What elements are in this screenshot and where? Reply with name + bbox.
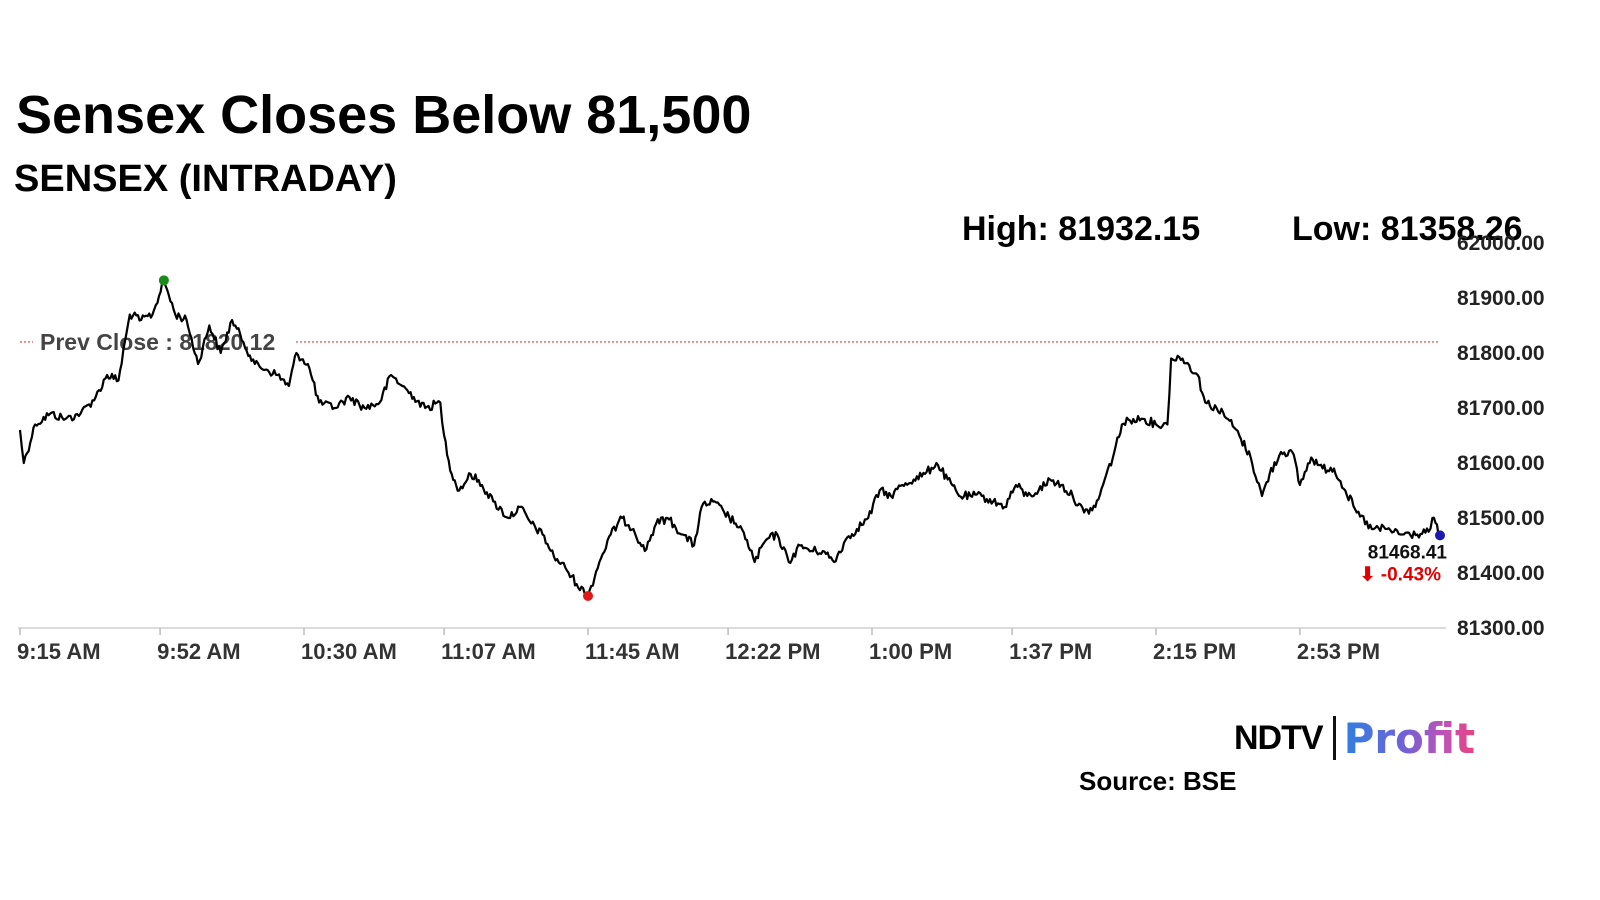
x-tick-label: 12:22 PM [725, 639, 820, 664]
y-tick-label: 81500.00 [1457, 507, 1545, 530]
axis-layer: 62000.00 81900.00 81800.00 81700.00 81600.00… [17, 232, 1545, 664]
last-price-marker [1435, 530, 1445, 541]
x-tick-label: 10:30 AM [301, 639, 397, 664]
ndtv-wordmark: NDTV [1234, 718, 1324, 757]
day-high-stat: High: 81932.15 [962, 210, 1201, 248]
day-low-stat: Low: 81358.26 [1292, 210, 1523, 248]
sensex-price-line [18, 279, 1441, 599]
last-price-label: 81468.41 [1368, 542, 1448, 563]
x-tick-label: 11:07 AM [441, 639, 536, 664]
y-tick-label: 62000.00 [1457, 232, 1545, 255]
ndtv-profit-logo: NDTV Profit [1234, 712, 1475, 764]
y-tick-label: 81600.00 [1457, 452, 1545, 475]
x-tick-label: 1:00 PM [869, 639, 952, 664]
price-line-layer [18, 279, 1441, 599]
profit-wordmark: Profit [1343, 713, 1476, 763]
x-tick-label: 9:15 AM [17, 639, 101, 664]
high-marker [158, 275, 169, 286]
prev-close-label-bg [33, 325, 295, 358]
x-tick-label: 11:45 AM [585, 639, 680, 664]
label-layer: 81468.41⬇ -0.43% [1360, 542, 1448, 585]
y-tick-label: 81900.00 [1457, 287, 1545, 310]
marker-layer [158, 275, 1445, 601]
y-tick-label: 81700.00 [1457, 397, 1545, 420]
x-tick-label: 9:52 AM [157, 639, 241, 664]
change-label: ⬇ -0.43% [1360, 564, 1442, 585]
source-note: Source: BSE [1079, 766, 1237, 796]
y-tick-label: 81300.00 [1457, 617, 1545, 640]
logo-divider [1332, 716, 1336, 760]
page-title: Sensex Closes Below 81,500 [16, 85, 752, 145]
low-marker [583, 590, 593, 601]
y-tick-label: 81400.00 [1457, 562, 1545, 585]
x-tick-label: 2:15 PM [1153, 639, 1236, 664]
prev-close-layer: Prev Close : 81820.12 [20, 325, 1440, 358]
x-tick-label: 1:37 PM [1009, 639, 1092, 664]
prev-close-label: Prev Close : 81820.12 [40, 329, 275, 355]
y-tick-label: 81800.00 [1457, 342, 1545, 365]
chart-subtitle: SENSEX (INTRADAY) [14, 158, 397, 200]
x-tick-label: 2:53 PM [1297, 639, 1380, 664]
